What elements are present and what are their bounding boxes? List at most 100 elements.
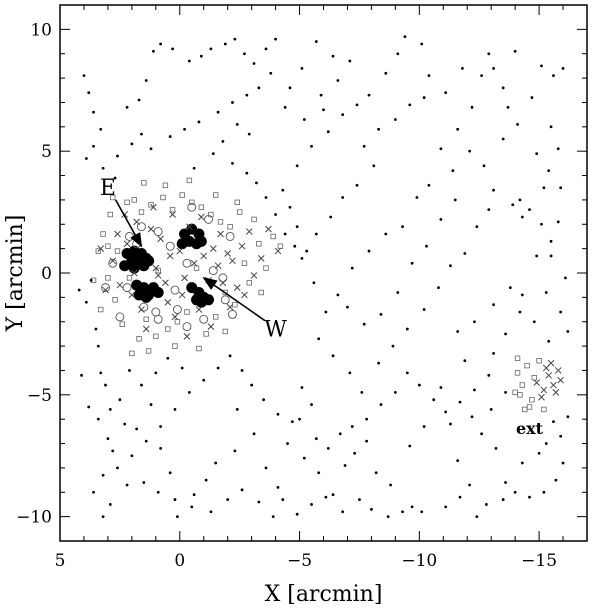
field-star-point xyxy=(99,127,103,131)
field-star-point xyxy=(559,434,563,438)
field-star-point xyxy=(384,232,388,236)
field-star-point xyxy=(243,52,246,56)
field-star-point xyxy=(341,113,345,117)
field-star-point xyxy=(547,339,551,343)
annotation-arrow xyxy=(202,277,266,322)
field-star-point xyxy=(295,164,299,168)
field-star-point xyxy=(329,215,333,219)
open-circle-point xyxy=(139,302,149,312)
field-star-point xyxy=(262,398,266,402)
field-star-point xyxy=(250,383,254,387)
open-square-point xyxy=(145,348,152,354)
field-star-point xyxy=(240,488,244,492)
field-star-point xyxy=(506,105,510,109)
field-star-point xyxy=(456,330,460,333)
open-square-point xyxy=(100,231,106,237)
filled-circle-point xyxy=(140,291,152,303)
open-square-point xyxy=(519,382,526,388)
open-square-point xyxy=(179,192,185,198)
field-star-point xyxy=(326,130,330,134)
field-star-point xyxy=(149,403,153,406)
field-star-point xyxy=(458,400,462,404)
field-star-point xyxy=(552,420,555,424)
cross-point xyxy=(176,247,184,255)
field-star-point xyxy=(99,371,103,375)
field-star-point xyxy=(367,249,371,253)
open-square-point xyxy=(110,194,116,201)
field-star-point xyxy=(111,449,115,453)
field-star-point xyxy=(513,49,517,53)
field-star-point xyxy=(116,154,119,158)
field-star-point xyxy=(80,373,83,377)
cross-point xyxy=(257,255,265,262)
open-circle-point xyxy=(187,202,197,212)
y-tick-label: 10 xyxy=(30,20,52,40)
field-star-point xyxy=(130,142,134,146)
field-star-point xyxy=(540,64,543,68)
open-circle-point xyxy=(136,222,146,232)
field-star-point xyxy=(556,220,560,224)
cross-point xyxy=(540,386,548,394)
open-square-point xyxy=(227,224,233,230)
cross-point xyxy=(102,286,109,294)
field-star-point xyxy=(449,264,452,268)
field-star-point xyxy=(286,442,289,445)
field-star-point xyxy=(420,42,424,46)
field-star-point xyxy=(561,461,565,465)
field-star-point xyxy=(240,369,244,372)
field-star-point xyxy=(365,439,369,443)
field-star-point xyxy=(559,186,563,190)
field-star-point xyxy=(331,54,335,58)
open-square-point xyxy=(236,209,243,215)
field-star-point xyxy=(408,444,412,448)
field-star-point xyxy=(540,222,543,226)
field-star-point xyxy=(171,47,174,51)
field-star-point xyxy=(408,103,412,107)
open-square-point xyxy=(251,216,257,223)
open-square-point xyxy=(153,333,159,340)
field-star-point xyxy=(532,320,536,324)
field-star-point xyxy=(324,310,328,314)
field-star-point xyxy=(255,181,258,185)
field-star-point xyxy=(549,254,553,258)
open-square-point xyxy=(517,392,523,398)
field-star-point xyxy=(346,305,349,309)
field-star-point xyxy=(257,86,261,90)
open-square-point xyxy=(208,211,214,218)
open-square-point xyxy=(277,243,284,249)
field-star-point xyxy=(458,495,462,499)
field-star-point xyxy=(492,352,495,355)
open-square-point xyxy=(198,204,205,210)
field-star-point xyxy=(437,286,440,290)
field-star-point xyxy=(343,464,347,467)
open-circle-point xyxy=(225,232,235,241)
field-star-point xyxy=(544,291,548,294)
field-star-point xyxy=(386,515,390,519)
field-star-point xyxy=(317,471,321,475)
field-star-point xyxy=(322,108,325,112)
field-star-point xyxy=(547,169,551,173)
cross-point xyxy=(233,284,241,291)
y-tick-label: −5 xyxy=(27,386,52,406)
field-star-point xyxy=(484,503,488,506)
field-star-point xyxy=(511,203,515,207)
field-star-point xyxy=(504,481,507,484)
field-star-point xyxy=(82,74,86,78)
open-square-point xyxy=(162,182,169,188)
open-square-point xyxy=(263,265,269,271)
open-square-point xyxy=(160,194,166,201)
open-square-point xyxy=(172,343,178,349)
field-star-point xyxy=(348,371,352,375)
open-square-point xyxy=(184,309,190,315)
field-star-point xyxy=(314,437,318,441)
field-star-point xyxy=(487,52,491,56)
cross-point xyxy=(241,291,248,299)
field-star-point xyxy=(468,483,472,487)
field-star-point xyxy=(302,118,306,121)
field-star-point xyxy=(310,503,313,506)
cross-point xyxy=(133,218,141,226)
field-star-point xyxy=(393,118,397,121)
field-star-point xyxy=(463,252,467,255)
field-star-point xyxy=(130,454,134,458)
field-star-point xyxy=(405,371,409,375)
